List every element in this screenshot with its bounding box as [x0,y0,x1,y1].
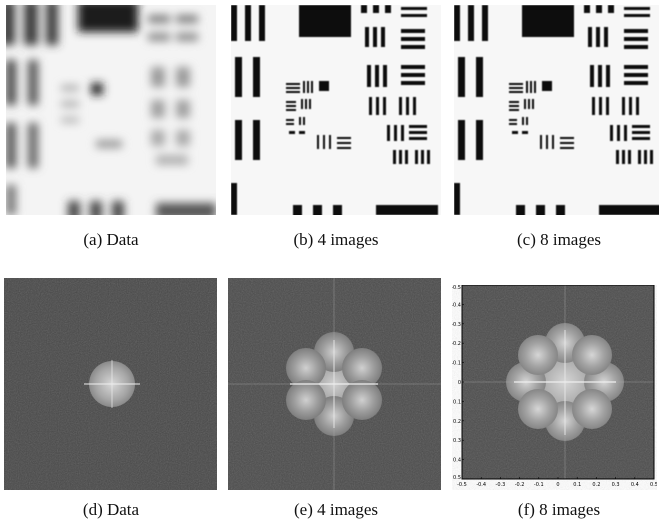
panel-f-8-images-spectrum: -0.5 -0.4 -0.3 -0.2 -0.1 0 0.1 0.2 0.3 0.4 0.5 -0.… [452,285,657,490]
caption-d: (d) Data [82,500,140,519]
y-tick-label: 0.3 [453,438,461,444]
y-tick-label: 0.2 [453,419,461,425]
caption-b: (b) 4 images [293,230,379,249]
x-tick-label: 0.1 [573,482,581,488]
x-tick-label: -0.4 [476,482,486,488]
panel-c-8-images [454,5,659,215]
panel-f-y-axis: -0.5 -0.4 -0.3 -0.2 -0.1 0 0.1 0.2 0.3 0.4 0.5 [452,285,464,481]
panel-a-data-image [6,5,216,215]
caption-a: (a) Data [83,230,139,249]
y-tick-label: 0.4 [453,458,461,464]
panel-b-4-images [231,5,441,215]
y-tick-label: 0 [458,380,461,386]
y-tick-label: 0.5 [453,475,461,481]
panel-f-x-axis: -0.5 -0.4 -0.3 -0.2 -0.1 0 0.1 0.2 0.3 0.4 0.5 [457,477,657,488]
x-tick-label: 0.4 [631,482,639,488]
caption-f: (f) 8 images [517,500,601,519]
x-tick-label: 0.5 [650,482,657,488]
caption-c: (c) 8 images [516,230,602,249]
x-tick-label: -0.3 [496,482,506,488]
panel-d-data-spectrum [4,278,217,490]
y-tick-label: -0.3 [452,322,461,328]
x-tick-label: 0 [556,482,559,488]
y-tick-label: -0.5 [452,285,461,291]
x-tick-label: -0.2 [515,482,525,488]
y-tick-label: -0.1 [452,361,461,367]
y-tick-label: -0.2 [452,341,461,347]
x-tick-label: -0.1 [534,482,544,488]
x-tick-label: 0.3 [612,482,620,488]
y-tick-label: -0.4 [452,302,461,308]
panel-e-4-images-spectrum [228,278,441,490]
x-tick-label: -0.5 [457,482,467,488]
caption-e: (e) 4 images [293,500,379,519]
x-tick-label: 0.2 [592,482,600,488]
y-tick-label: 0.1 [453,399,461,405]
